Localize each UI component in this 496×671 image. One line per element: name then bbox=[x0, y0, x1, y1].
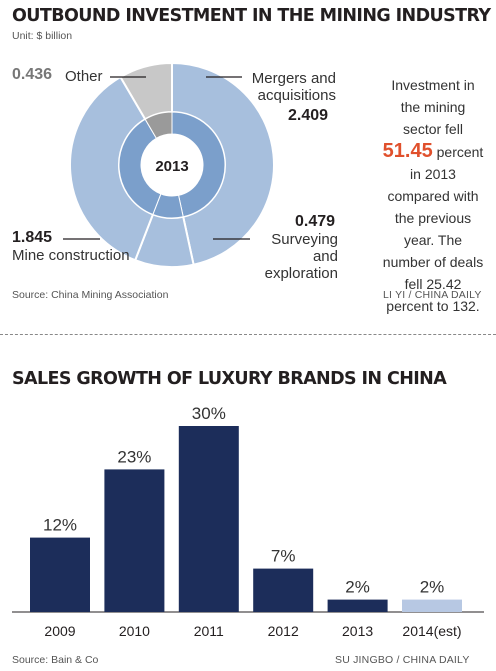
bar-value-label-2011: 30% bbox=[192, 404, 226, 423]
pie-unit: Unit: $ billion bbox=[12, 30, 73, 42]
x-tick-label-2011: 2011 bbox=[194, 623, 224, 639]
section-divider bbox=[0, 334, 496, 335]
donut-center-hole bbox=[141, 134, 203, 196]
bar-value-label-2012: 7% bbox=[271, 547, 296, 566]
bar-title: SALES GROWTH OF LUXURY BRANDS IN CHINA bbox=[12, 369, 447, 389]
x-tick-label-2013: 2013 bbox=[342, 623, 373, 639]
pie-side-note: Investment in the mining sector fell 51.… bbox=[380, 74, 486, 317]
x-tick-label-2014(est): 2014(est) bbox=[402, 623, 461, 639]
value-label-other: 0.436 bbox=[12, 66, 53, 83]
bar-source: Source: Bain & Co bbox=[12, 654, 99, 666]
donut-outer-ring bbox=[69, 61, 275, 268]
bar-2012 bbox=[253, 568, 314, 612]
bar-2009 bbox=[30, 537, 90, 612]
bar-value-label-2014(est): 2% bbox=[420, 578, 445, 597]
pie-credit: LI YI / CHINA DAILY bbox=[383, 289, 482, 301]
value-label-construction: 1.845 bbox=[12, 229, 53, 246]
bar-2013 bbox=[327, 599, 388, 612]
note-highlight: 51.45 bbox=[382, 140, 433, 162]
pie-title: OUTBOUND INVESTMENT IN THE MINING INDUST… bbox=[12, 6, 491, 26]
bar-value-label-2010: 23% bbox=[117, 447, 151, 466]
value-label-mergers: 2.409 bbox=[288, 107, 329, 124]
bar-2014(est) bbox=[402, 599, 462, 612]
bar-series: 12% 2009 23% 2010 30% 2011 7% 2012 2% 2013 2% 2014(… bbox=[30, 404, 462, 639]
category-label-surveying: Surveying and exploration bbox=[264, 231, 338, 282]
bar-2011 bbox=[178, 426, 239, 612]
bar-credit: SU JINGBO / CHINA DAILY bbox=[335, 654, 470, 666]
x-tick-label-2010: 2010 bbox=[119, 623, 150, 639]
bar-2010 bbox=[104, 469, 165, 612]
note-text-before: Investment in the mining sector fell bbox=[391, 77, 475, 137]
bar-value-label-2009: 12% bbox=[43, 516, 77, 535]
x-tick-label-2009: 2009 bbox=[44, 623, 75, 639]
category-label-other: Other bbox=[65, 68, 103, 85]
value-label-surveying: 0.479 bbox=[295, 213, 336, 230]
x-tick-label-2012: 2012 bbox=[268, 623, 299, 639]
pie-source: Source: China Mining Association bbox=[12, 289, 169, 301]
category-label-construction: Mine construction bbox=[12, 247, 130, 264]
bar-value-label-2013: 2% bbox=[345, 578, 370, 597]
donut-center-label: 2013 bbox=[155, 158, 188, 175]
donut-chart: 2013 bbox=[63, 61, 275, 268]
note-text-after: percent in 2013 compared with the previo… bbox=[382, 144, 484, 314]
category-label-mergers: Mergers and acquisitions bbox=[251, 70, 336, 104]
